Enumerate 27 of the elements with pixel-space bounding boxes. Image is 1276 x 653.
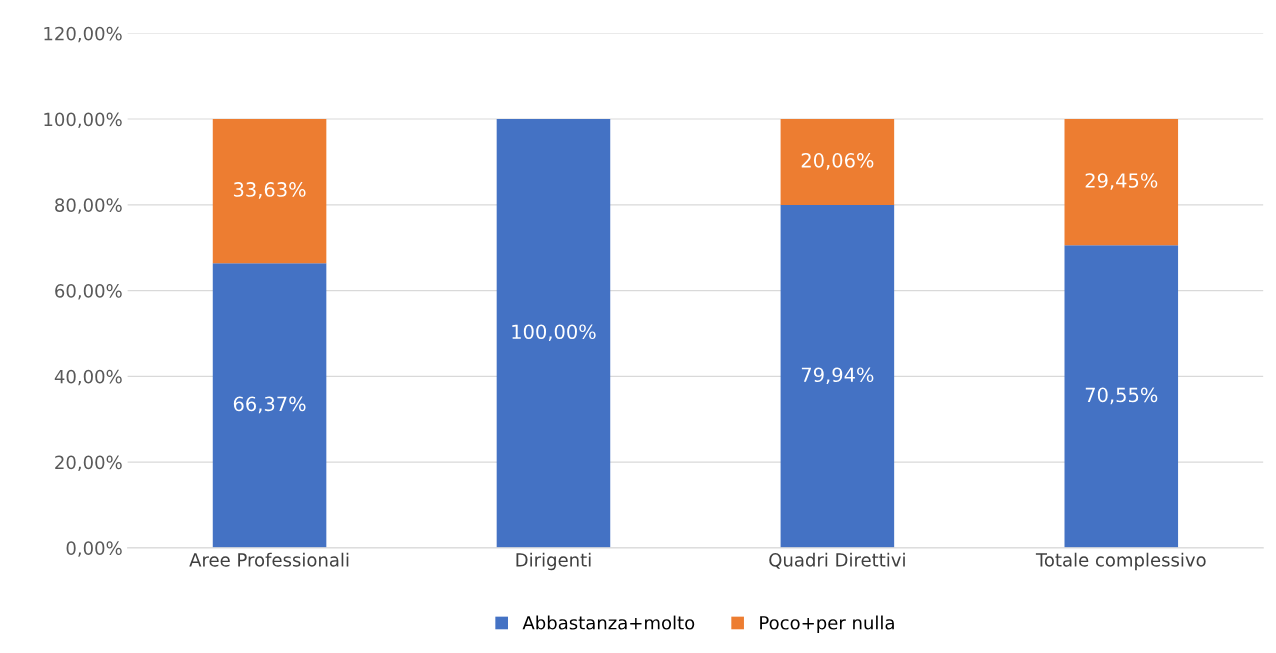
bar (780, 119, 895, 206)
y-tick-label: 20,00% (55, 455, 122, 472)
x-tick-label: Aree Professionali (189, 552, 349, 567)
y-tick-label: 80,00% (55, 198, 122, 214)
legend-label: Abbastanza+molto (522, 615, 695, 630)
y-tick-label: 100,00% (44, 112, 122, 129)
legend-label: Poco+per nulla (760, 615, 894, 634)
bar (1064, 119, 1179, 246)
data-label: 70,55% (1085, 387, 1158, 405)
data-label: 20,06% (801, 153, 874, 170)
bar (780, 205, 895, 548)
bar (212, 263, 327, 548)
data-label: 33,63% (233, 182, 306, 199)
bar (496, 119, 611, 548)
data-label: 100,00% (512, 324, 596, 342)
bar (212, 119, 327, 264)
y-tick-label: 40,00% (54, 369, 122, 386)
x-tick-label: Quadri Direttivi (769, 552, 905, 569)
y-tick-label: 120,00% (44, 26, 122, 43)
data-label: 79,94% (801, 367, 874, 385)
y-tick-label: 60,00% (55, 284, 122, 300)
data-label: 29,45% (1085, 173, 1158, 190)
bar (1064, 245, 1179, 548)
x-tick-label: Totale complessivo (1035, 552, 1206, 571)
x-tick-label: Dirigenti (516, 552, 591, 571)
data-label: 66,37% (233, 396, 306, 414)
y-tick-label: 0,00% (66, 541, 122, 557)
